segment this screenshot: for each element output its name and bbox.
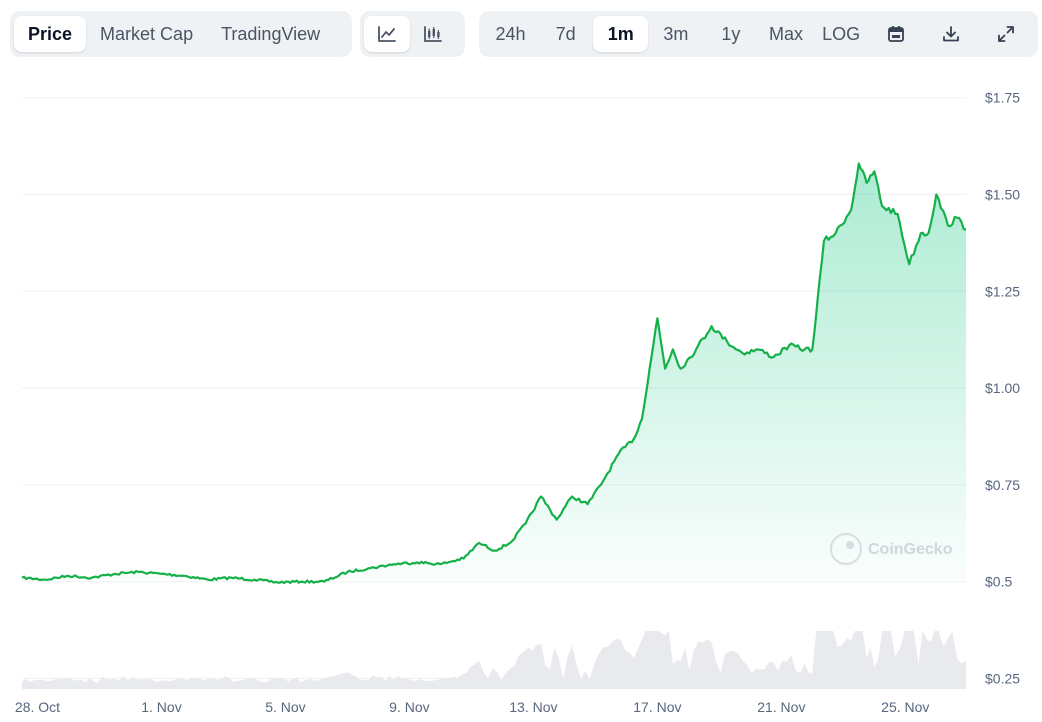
- x-tick-label: 1. Nov: [141, 699, 181, 715]
- download-icon: [943, 26, 960, 42]
- calendar-button[interactable]: [869, 16, 924, 52]
- tab-market-cap[interactable]: Market Cap: [100, 23, 194, 44]
- line-chart-button[interactable]: [364, 16, 410, 52]
- expand-icon: [998, 26, 1015, 42]
- y-tick-label: $1.50: [985, 187, 1020, 203]
- calendar-icon: [888, 26, 905, 42]
- volume-area: [22, 631, 966, 689]
- x-tick-label: 17. Nov: [633, 699, 681, 715]
- x-tick-label: 25. Nov: [881, 699, 929, 715]
- y-tick-label: $0.75: [985, 477, 1020, 493]
- watermark-text: CoinGecko: [868, 541, 953, 558]
- chart-toolbar: Price Market Cap TradingView 24h 7d 1m 3…: [10, 11, 1038, 57]
- x-axis-labels: 28. Oct 1. Nov 5. Nov 9. Nov 13. Nov 17. Nov 2…: [15, 699, 930, 715]
- y-tick-label: $1.75: [985, 90, 1020, 106]
- line-chart-icon: [378, 26, 396, 42]
- candlestick-chart-button[interactable]: [410, 16, 456, 52]
- x-tick-label: 9. Nov: [389, 699, 429, 715]
- x-tick-label: 28. Oct: [15, 699, 60, 715]
- coingecko-watermark: CoinGecko: [830, 533, 953, 565]
- x-tick-label: 13. Nov: [509, 699, 557, 715]
- range-group: 24h 7d 1m 3m 1y Max LOG: [479, 11, 1038, 57]
- tab-price[interactable]: Price: [14, 16, 87, 52]
- view-tab-group: Price Market Cap TradingView: [10, 11, 352, 57]
- price-line[interactable]: [21, 162, 967, 585]
- y-tick-label: $0.25: [985, 670, 1020, 686]
- price-area-fill: [22, 163, 966, 584]
- range-3m-button[interactable]: 3m: [663, 23, 689, 44]
- range-1y-button[interactable]: 1y: [721, 23, 741, 44]
- fullscreen-button[interactable]: [979, 16, 1034, 52]
- y-tick-label: $1.25: [985, 283, 1020, 299]
- range-24h-button[interactable]: 24h: [495, 23, 526, 44]
- gecko-logo-icon: [830, 533, 862, 565]
- y-axis-labels: $1.75 $1.50 $1.25 $1.00 $0.75 $0.5 $0.25: [985, 90, 1020, 687]
- chart-type-group: [360, 11, 465, 57]
- y-tick-label: $0.5: [985, 574, 1012, 590]
- log-scale-button[interactable]: LOG: [822, 23, 861, 44]
- candlestick-chart-icon: [424, 26, 442, 42]
- tab-tradingview[interactable]: TradingView: [221, 23, 321, 44]
- x-tick-label: 5. Nov: [265, 699, 305, 715]
- range-1m-button[interactable]: 1m: [593, 16, 649, 52]
- range-max-button[interactable]: Max: [769, 23, 804, 44]
- y-tick-label: $1.00: [985, 380, 1020, 396]
- download-button[interactable]: [924, 16, 979, 52]
- range-7d-button[interactable]: 7d: [555, 23, 576, 44]
- gecko-eye: [846, 541, 854, 549]
- x-tick-label: 21. Nov: [757, 699, 805, 715]
